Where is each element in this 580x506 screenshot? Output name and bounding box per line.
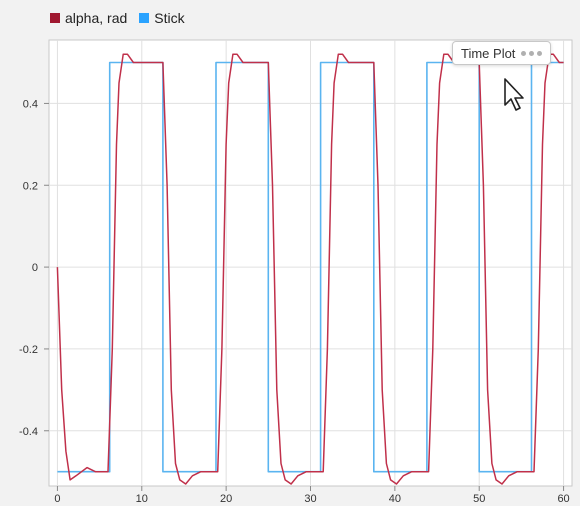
tooltip-label: Time Plot [461, 45, 516, 61]
y-tick-label: 0.4 [23, 98, 38, 110]
x-tick-label: 50 [473, 493, 485, 505]
ellipsis-icon[interactable] [521, 50, 543, 56]
series-line-alpha [56, 53, 564, 485]
mouse-cursor-icon [504, 78, 524, 111]
y-tick-label: -0.4 [19, 426, 38, 438]
x-tick-label: 20 [220, 493, 232, 505]
series-line-stick [57, 61, 564, 473]
x-tick-label: 30 [304, 493, 316, 505]
x-tick-label: 60 [557, 493, 569, 505]
y-axis-ticks: 0.4 0.2 0 -0.2 -0.4 [19, 98, 49, 438]
x-axis-ticks: 0 10 20 30 40 50 60 [54, 486, 570, 505]
legend-swatch-alpha [50, 13, 60, 23]
legend: alpha, rad Stick [50, 10, 185, 26]
legend-label-stick: Stick [154, 10, 185, 26]
series-lines [56, 53, 564, 485]
legend-swatch-stick [139, 13, 150, 23]
y-tick-label: 0.2 [23, 180, 38, 192]
x-tick-label: 10 [136, 493, 148, 505]
y-tick-label: 0 [32, 262, 38, 274]
x-tick-label: 40 [389, 493, 401, 505]
y-tick-label: -0.2 [19, 344, 38, 356]
x-tick-label: 0 [54, 493, 60, 505]
time-plot-tooltip[interactable]: Time Plot [452, 41, 552, 65]
legend-label-alpha: alpha, rad [65, 10, 128, 26]
legend-item-stick[interactable]: Stick [139, 10, 185, 26]
legend-item-alpha[interactable]: alpha, rad [50, 10, 127, 26]
